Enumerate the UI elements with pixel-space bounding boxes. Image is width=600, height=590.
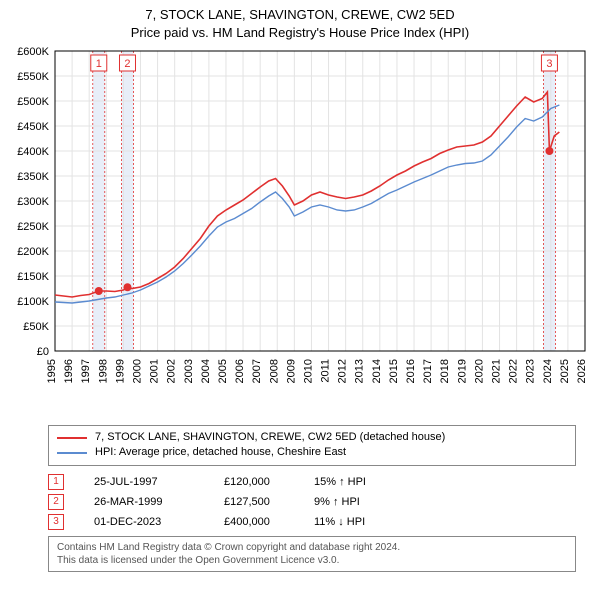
svg-text:2011: 2011 — [320, 359, 332, 383]
svg-text:2017: 2017 — [422, 359, 434, 383]
svg-text:2013: 2013 — [354, 359, 366, 383]
svg-text:2: 2 — [124, 58, 130, 70]
event-marker: 3 — [48, 514, 64, 530]
event-date: 01-DEC-2023 — [94, 516, 224, 528]
svg-text:£250K: £250K — [17, 221, 49, 233]
footer-box: Contains HM Land Registry data © Crown c… — [48, 536, 576, 572]
svg-text:2002: 2002 — [166, 359, 178, 383]
svg-text:2000: 2000 — [131, 359, 143, 383]
svg-text:2007: 2007 — [251, 359, 263, 383]
svg-text:1999: 1999 — [114, 359, 126, 383]
legend-swatch — [57, 437, 87, 439]
plot-area: 1 2 3 £0 £50K £100K £150K £200K £250K £300K £350K £… — [0, 41, 600, 421]
event-date: 25-JUL-1997 — [94, 476, 224, 488]
title-line-1: 7, STOCK LANE, SHAVINGTON, CREWE, CW2 5E… — [0, 6, 600, 24]
legend-label: HPI: Average price, detached house, Ches… — [95, 445, 346, 460]
svg-text:2010: 2010 — [302, 359, 314, 383]
svg-text:2014: 2014 — [371, 359, 383, 383]
event-price: £127,500 — [224, 496, 314, 508]
footer-line-2: This data is licensed under the Open Gov… — [57, 554, 567, 567]
legend-box: 7, STOCK LANE, SHAVINGTON, CREWE, CW2 5E… — [48, 425, 576, 466]
svg-text:1998: 1998 — [97, 359, 109, 383]
svg-text:2009: 2009 — [285, 359, 297, 383]
event-row: 2 26-MAR-1999£127,5009% ↑ HPI — [48, 492, 576, 512]
svg-text:2021: 2021 — [491, 359, 503, 383]
svg-text:2006: 2006 — [234, 359, 246, 383]
svg-text:1995: 1995 — [46, 359, 58, 383]
event-marker: 1 — [48, 474, 64, 490]
svg-text:2003: 2003 — [183, 359, 195, 383]
legend-swatch — [57, 452, 87, 454]
svg-text:£150K: £150K — [17, 271, 49, 283]
svg-text:£200K: £200K — [17, 246, 49, 258]
event-table: 1 25-JUL-1997£120,00015% ↑ HPI 2 26-MAR-199… — [48, 472, 576, 532]
chart-container: 7, STOCK LANE, SHAVINGTON, CREWE, CW2 5E… — [0, 0, 600, 572]
svg-text:2015: 2015 — [388, 359, 400, 383]
event-delta: 11% ↓ HPI — [314, 516, 414, 528]
svg-text:2022: 2022 — [508, 359, 520, 383]
svg-text:£300K: £300K — [17, 196, 49, 208]
svg-text:1996: 1996 — [63, 359, 75, 383]
svg-text:2004: 2004 — [200, 359, 212, 383]
legend-row: 7, STOCK LANE, SHAVINGTON, CREWE, CW2 5E… — [57, 430, 567, 445]
svg-text:2008: 2008 — [268, 359, 280, 383]
svg-text:2012: 2012 — [337, 359, 349, 383]
svg-text:£450K: £450K — [17, 121, 49, 133]
plot-svg: 1 2 3 £0 £50K £100K £150K £200K £250K £300K £350K £… — [0, 41, 600, 421]
svg-text:2025: 2025 — [559, 359, 571, 383]
event-price: £120,000 — [224, 476, 314, 488]
svg-text:2005: 2005 — [217, 359, 229, 383]
svg-text:3: 3 — [546, 58, 552, 70]
event-price: £400,000 — [224, 516, 314, 528]
svg-text:2024: 2024 — [542, 359, 554, 383]
event-delta: 15% ↑ HPI — [314, 476, 414, 488]
event-delta: 9% ↑ HPI — [314, 496, 414, 508]
svg-text:2026: 2026 — [576, 359, 588, 383]
svg-text:£100K: £100K — [17, 296, 49, 308]
title-line-2: Price paid vs. HM Land Registry's House … — [0, 24, 600, 42]
svg-text:£600K: £600K — [17, 46, 49, 58]
legend-row: HPI: Average price, detached house, Ches… — [57, 445, 567, 460]
svg-text:£50K: £50K — [23, 321, 49, 333]
svg-text:2018: 2018 — [439, 359, 451, 383]
svg-text:2001: 2001 — [149, 359, 161, 383]
event-date: 26-MAR-1999 — [94, 496, 224, 508]
svg-text:£550K: £550K — [17, 71, 49, 83]
svg-text:1: 1 — [96, 58, 102, 70]
svg-text:2016: 2016 — [405, 359, 417, 383]
event-row: 3 01-DEC-2023£400,00011% ↓ HPI — [48, 512, 576, 532]
svg-text:£500K: £500K — [17, 96, 49, 108]
legend-label: 7, STOCK LANE, SHAVINGTON, CREWE, CW2 5E… — [95, 430, 445, 445]
svg-text:2020: 2020 — [473, 359, 485, 383]
footer-line-1: Contains HM Land Registry data © Crown c… — [57, 541, 567, 554]
svg-text:1997: 1997 — [80, 359, 92, 383]
svg-text:£0: £0 — [37, 346, 49, 358]
svg-text:£350K: £350K — [17, 171, 49, 183]
title-block: 7, STOCK LANE, SHAVINGTON, CREWE, CW2 5E… — [0, 0, 600, 41]
svg-text:2023: 2023 — [525, 359, 537, 383]
svg-text:2019: 2019 — [456, 359, 468, 383]
event-row: 1 25-JUL-1997£120,00015% ↑ HPI — [48, 472, 576, 492]
event-marker: 2 — [48, 494, 64, 510]
svg-text:£400K: £400K — [17, 146, 49, 158]
